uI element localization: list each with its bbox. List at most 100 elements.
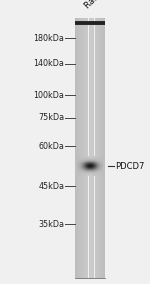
- Bar: [89, 156, 90, 157]
- Bar: [99, 175, 100, 176]
- Bar: [86, 171, 87, 172]
- Bar: [100, 164, 101, 165]
- Bar: [82, 156, 83, 157]
- Bar: [91, 160, 92, 161]
- Bar: [98, 173, 99, 174]
- Text: PDCD7: PDCD7: [116, 162, 145, 171]
- Bar: [86, 160, 87, 161]
- Bar: [96, 159, 97, 160]
- Text: 60kDa: 60kDa: [39, 142, 64, 151]
- Text: 45kDa: 45kDa: [39, 181, 64, 191]
- Bar: [87, 174, 88, 175]
- Bar: [86, 165, 87, 166]
- Bar: [77, 171, 78, 172]
- Bar: [75, 18, 76, 278]
- Bar: [79, 18, 80, 278]
- Bar: [79, 169, 80, 170]
- Bar: [82, 165, 83, 166]
- Bar: [89, 172, 90, 173]
- Bar: [92, 160, 93, 161]
- Bar: [89, 167, 90, 168]
- Bar: [98, 165, 99, 166]
- Bar: [97, 172, 98, 173]
- Bar: [96, 175, 97, 176]
- Bar: [100, 156, 101, 157]
- Bar: [101, 171, 102, 172]
- Bar: [88, 172, 89, 173]
- Bar: [97, 159, 98, 160]
- Bar: [83, 170, 84, 171]
- Bar: [99, 174, 100, 175]
- Bar: [86, 170, 87, 171]
- Bar: [92, 173, 93, 174]
- Bar: [88, 160, 89, 161]
- Bar: [77, 163, 78, 164]
- Bar: [85, 168, 86, 169]
- Bar: [89, 169, 90, 170]
- Bar: [97, 162, 98, 163]
- Bar: [91, 163, 92, 164]
- Bar: [77, 159, 78, 160]
- Bar: [91, 175, 92, 176]
- Bar: [81, 160, 82, 161]
- Bar: [99, 18, 100, 278]
- Bar: [94, 163, 95, 164]
- Bar: [93, 156, 94, 157]
- Bar: [82, 174, 83, 175]
- Text: 140kDa: 140kDa: [34, 59, 64, 68]
- Bar: [83, 162, 84, 163]
- Bar: [96, 158, 97, 159]
- Bar: [101, 159, 102, 160]
- Bar: [96, 157, 97, 158]
- Bar: [98, 167, 99, 168]
- Bar: [97, 170, 98, 171]
- Bar: [97, 169, 98, 170]
- Bar: [92, 171, 93, 172]
- Bar: [88, 164, 89, 165]
- Bar: [88, 174, 89, 175]
- Bar: [77, 173, 78, 174]
- Bar: [81, 158, 82, 159]
- Bar: [89, 170, 90, 171]
- Bar: [98, 168, 99, 169]
- Bar: [87, 169, 88, 170]
- Bar: [93, 171, 94, 172]
- Bar: [81, 18, 82, 278]
- Bar: [89, 159, 90, 160]
- Bar: [88, 157, 89, 158]
- Bar: [83, 173, 84, 174]
- Bar: [88, 163, 89, 164]
- Bar: [83, 175, 84, 176]
- Bar: [101, 169, 102, 170]
- Bar: [95, 157, 96, 158]
- Bar: [81, 175, 82, 176]
- Bar: [93, 169, 94, 170]
- Bar: [89, 161, 90, 162]
- Bar: [92, 158, 93, 159]
- Bar: [101, 168, 102, 169]
- Bar: [95, 168, 96, 169]
- Bar: [93, 168, 94, 169]
- Bar: [81, 172, 82, 173]
- Bar: [80, 175, 81, 176]
- Bar: [87, 175, 88, 176]
- Bar: [94, 169, 95, 170]
- Bar: [85, 175, 86, 176]
- Bar: [97, 158, 98, 159]
- Bar: [90, 163, 91, 164]
- Bar: [88, 168, 89, 169]
- Bar: [85, 18, 86, 278]
- Bar: [80, 167, 81, 168]
- Bar: [77, 157, 78, 158]
- Bar: [81, 174, 82, 175]
- Bar: [78, 158, 79, 159]
- Bar: [83, 163, 84, 164]
- Bar: [99, 156, 100, 157]
- Bar: [91, 158, 92, 159]
- Bar: [95, 165, 96, 166]
- Bar: [98, 162, 99, 163]
- Bar: [90, 174, 91, 175]
- Bar: [94, 161, 95, 162]
- Bar: [89, 165, 90, 166]
- Bar: [102, 161, 103, 162]
